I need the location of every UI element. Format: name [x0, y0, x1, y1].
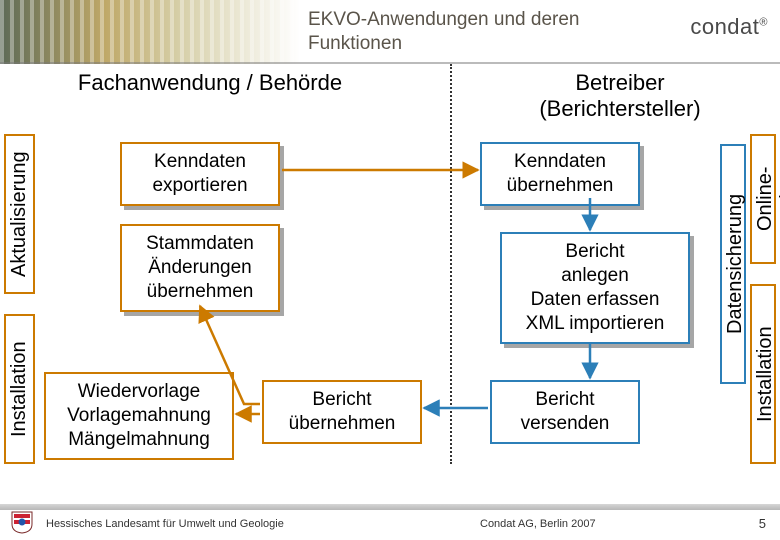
box-line: versenden: [521, 413, 610, 434]
footer-crest-icon: [8, 510, 36, 534]
footer-mid-text: Condat AG, Berlin 2007: [480, 518, 596, 530]
footer-page-number: 5: [759, 516, 766, 531]
box-line: übernehmen: [289, 413, 396, 434]
box-line: Kenndaten: [514, 151, 606, 172]
box-line: exportieren: [152, 175, 247, 196]
box-line: Bericht: [565, 241, 624, 262]
title-line2: Funktionen: [308, 33, 402, 54]
vlabel-datensicherung: Datensicherung: [720, 144, 746, 384]
box-line: Bericht: [312, 389, 371, 410]
box-ber_anlegen: Bericht anlegen Daten erfassen XML importie…: [500, 232, 690, 344]
slide-footer: Hessisches Landesamt für Umwelt und Geol…: [0, 504, 780, 540]
box-line: Bericht: [535, 389, 594, 410]
column-divider: [450, 64, 452, 464]
box-kenn_ueber: Kenndaten übernehmen: [480, 142, 640, 206]
slide-title: EKVO-Anwendungen und deren Funktionen: [308, 8, 579, 56]
box-line: Wiedervorlage: [78, 381, 201, 402]
box-stamm: Stammdaten Änderungen übernehmen: [120, 224, 280, 312]
vlabel-installation-left: Installation: [4, 314, 35, 464]
box-line: Vorlagemahnung: [67, 405, 211, 426]
brand-logo: condat®: [690, 14, 768, 40]
box-ber_versenden: Bericht versenden: [490, 380, 640, 444]
vlabel-installation-right: Installation: [750, 284, 776, 464]
brand-mark: ®: [759, 17, 768, 29]
box-line: übernehmen: [147, 281, 254, 302]
vlabel-aktualisierung: Aktualisierung: [4, 134, 35, 294]
vlabel-online-update: Online-Update: [750, 134, 776, 264]
slide-header: EKVO-Anwendungen und deren Funktionen co…: [0, 0, 780, 64]
box-ber_uebern: Bericht übernehmen: [262, 380, 422, 444]
footer-left-text: Hessisches Landesamt für Umwelt und Geol…: [46, 518, 284, 530]
column-head-left: Fachanwendung / Behörde: [40, 70, 380, 96]
diagram-stage: Fachanwendung / Behörde Betreiber (Beric…: [0, 64, 780, 504]
box-line: anlegen: [561, 265, 629, 286]
box-kenn_export: Kenndaten exportieren: [120, 142, 280, 206]
title-line1: EKVO-Anwendungen und deren: [308, 9, 579, 30]
box-wieder: Wiedervorlage Vorlagemahnung Mängelmahnung: [44, 372, 234, 460]
brand-text: condat: [690, 14, 759, 39]
column-head-right: Betreiber (Berichtersteller): [450, 70, 780, 122]
box-line: Stammdaten: [146, 233, 254, 254]
box-line: Daten erfassen: [531, 289, 660, 310]
box-line: Mängelmahnung: [68, 429, 210, 450]
box-line: Änderungen: [148, 257, 252, 278]
header-photo: [0, 0, 300, 64]
box-line: XML importieren: [526, 313, 665, 334]
box-line: Kenndaten: [154, 151, 246, 172]
footer-rule: [0, 504, 780, 510]
box-line: übernehmen: [507, 175, 614, 196]
